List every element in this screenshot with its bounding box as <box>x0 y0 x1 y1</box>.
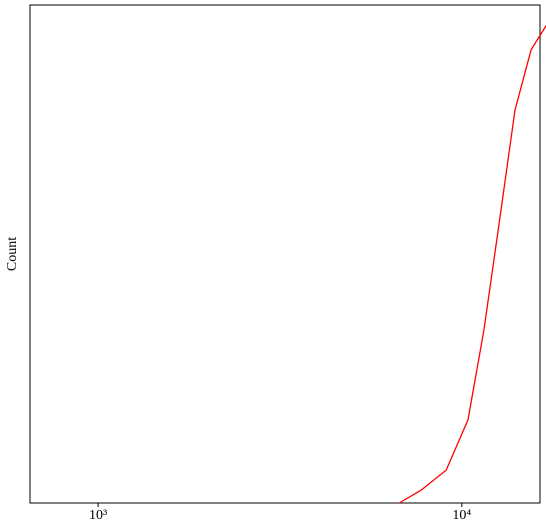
plot-frame <box>29 4 541 504</box>
y-axis-label: Count <box>5 237 20 271</box>
histogram-line <box>398 24 546 504</box>
x-tick-label: 10⁴ <box>452 508 471 523</box>
x-tick-label: 10³ <box>89 508 107 523</box>
